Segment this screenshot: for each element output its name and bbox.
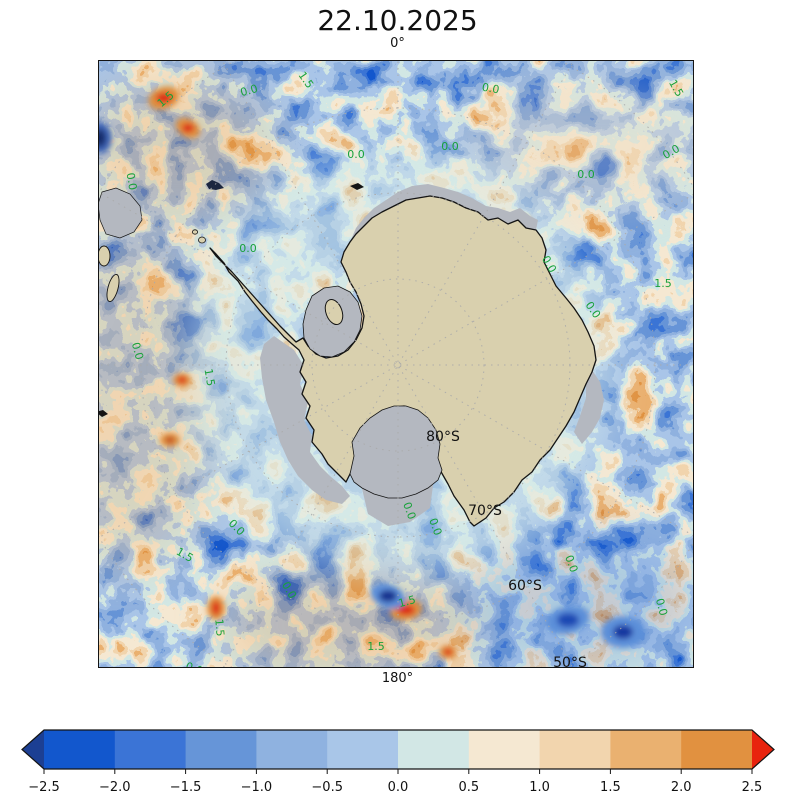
sea-ice-north-band <box>350 184 538 242</box>
colorbar-segment <box>539 730 611 769</box>
red-core <box>166 437 174 443</box>
colorbar-segment <box>327 730 399 769</box>
contour-label: 1.5 <box>654 277 672 290</box>
blue-core <box>613 625 633 639</box>
contour-label: 0.0 <box>347 148 365 161</box>
contour-label: 0.0 <box>441 140 459 153</box>
parallel-80s <box>311 278 485 452</box>
sea-ice-west-band <box>260 336 350 504</box>
graticule <box>98 60 694 668</box>
red-core <box>177 376 187 384</box>
colorbar-tick-label: 1.5 <box>600 780 621 795</box>
tint-cream-topright <box>463 80 694 210</box>
colorbar-tick-label: 1.0 <box>529 780 550 795</box>
islet-peninsula-tip-2 <box>192 229 199 235</box>
contour-label: 0.0 <box>400 500 418 521</box>
colorbar-ticks <box>43 769 753 774</box>
latitude-label: 60°S <box>508 578 542 594</box>
contour-label: 0.0 <box>239 242 257 255</box>
contour-label: 1.5 <box>202 368 218 387</box>
red-core <box>397 605 415 615</box>
island-left-1 <box>98 245 111 267</box>
colorbar-tick-label: 2.0 <box>671 780 692 795</box>
page-title: 22.10.2025 <box>317 4 478 37</box>
colorbar-segment <box>44 730 116 769</box>
red-core <box>444 648 452 656</box>
colorbar-tick-label: 0.0 <box>388 780 409 795</box>
tint-warm-left <box>98 230 218 570</box>
contour-label: 0.0 <box>481 81 500 97</box>
contour-label: 1.5 <box>397 593 417 610</box>
latitude-label: 80°S <box>426 429 460 445</box>
colorbar-segment <box>681 730 753 769</box>
sea-ice-patch-west <box>98 187 143 239</box>
colorbar-segment <box>468 730 541 769</box>
colorbar-segment <box>398 730 470 769</box>
islet-peninsula-tip-1 <box>198 236 206 244</box>
contour-label: 0.0 <box>577 168 595 181</box>
blue-core <box>98 129 106 147</box>
island-left-2 <box>106 273 120 303</box>
contour-label: 0.0 <box>124 172 140 191</box>
sea-ice-patches <box>98 180 364 417</box>
latitude-label: 70°S <box>468 503 502 519</box>
colorbar-tick-label: −1.5 <box>170 780 202 795</box>
contour-label: 1.5 <box>367 640 385 653</box>
colorbar-body <box>22 730 774 769</box>
tint-warm-bottom <box>218 565 478 668</box>
polar-map: 1.5 1.5 0.0 0.0 0.0 0.0 0.0 0.0 0.0 1.5 0.0 1.5 1.5 0… <box>98 60 694 668</box>
ice-edge-squiggle-2 <box>350 183 364 190</box>
latitude-label-group: 80°S 70°S 60°S 50°S <box>426 429 587 668</box>
ice-edge-squiggle-3 <box>98 410 108 417</box>
colorbar-tick-label: −2.0 <box>99 780 131 795</box>
colorbar-tick-labels: −2.5 −2.0 −1.5 −1.0 −0.5 0.0 0.5 1.0 1.5 2.0 2.5 <box>28 780 762 795</box>
tint-warm-topleft <box>98 75 273 225</box>
colorbar-tick-label: −1.0 <box>241 780 273 795</box>
contour-label: 0.0 <box>239 82 259 99</box>
meridian-label-180: 180° <box>381 671 414 686</box>
antarctica-continent <box>209 195 597 527</box>
colorbar-segment <box>114 730 187 769</box>
meridian-label-0: 0° <box>390 36 405 51</box>
contour-label: 0.0 <box>129 341 146 361</box>
contour-label: 1.5 <box>212 618 226 637</box>
sea-ice-east-band <box>574 370 604 444</box>
contour-label: 0.0 <box>426 516 444 537</box>
ross-ice-shelf <box>349 405 443 499</box>
colorbar-tick-label: 0.5 <box>458 780 479 795</box>
colorbar-tick-label: −0.5 <box>311 780 343 795</box>
colorbar-tick-label: −2.5 <box>28 780 60 795</box>
colorbar-segment <box>256 730 328 769</box>
blue-core <box>557 613 579 627</box>
colorbar-tick-label: 2.5 <box>742 780 763 795</box>
red-core <box>156 93 172 103</box>
red-core <box>182 123 194 133</box>
contour-label: 0.0 <box>653 597 670 617</box>
ice-edge-squiggle-1 <box>206 180 224 190</box>
colorbar-segment <box>610 730 682 769</box>
colorbar-under-arrow <box>22 730 44 769</box>
colorbar-over-arrow <box>752 730 774 769</box>
red-core <box>212 601 220 615</box>
plot-border <box>98 60 694 668</box>
berkner-island <box>324 298 344 326</box>
colorbar-segment <box>185 730 257 769</box>
contour-label: 0.0 <box>184 660 205 668</box>
latitude-label: 50°S <box>553 655 587 668</box>
colorbar: −2.5 −2.0 −1.5 −1.0 −0.5 0.0 0.5 1.0 1.5 2.0 2.5 <box>21 729 775 795</box>
contour-label: 0.0 <box>562 553 580 574</box>
blue-core <box>379 590 397 602</box>
